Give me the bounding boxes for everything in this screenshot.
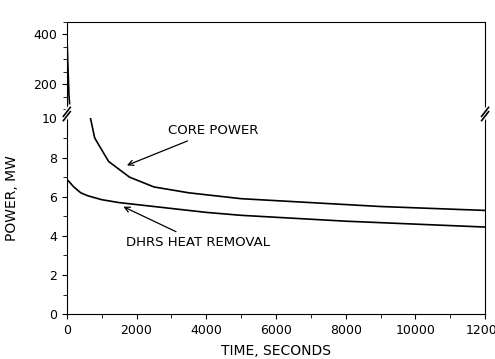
X-axis label: TIME, SECONDS: TIME, SECONDS	[221, 344, 331, 358]
Text: POWER, MW: POWER, MW	[5, 155, 19, 241]
Text: DHRS HEAT REMOVAL: DHRS HEAT REMOVAL	[125, 207, 270, 249]
Text: CORE POWER: CORE POWER	[128, 124, 258, 165]
